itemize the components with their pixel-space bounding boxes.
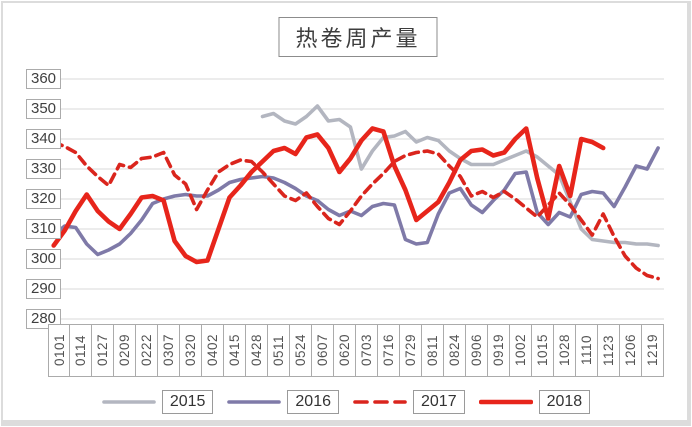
x-axis-tick-text: 0906: [469, 334, 485, 367]
x-axis-tick-text: 1219: [645, 334, 660, 367]
legend-item-2016: 2016: [227, 390, 339, 414]
x-axis-tick-label: 0101: [48, 324, 72, 377]
x-axis-tick-label: 0307: [157, 324, 181, 377]
legend-label-2015: 2015: [161, 390, 214, 414]
chart-legend: 2015 2016 2017 2018: [0, 387, 692, 417]
chart-title: 热卷周产量: [278, 17, 438, 57]
x-axis-tick-text: 0811: [425, 334, 441, 367]
x-axis-tick-text: 0703: [359, 334, 375, 367]
x-axis-tick-label: 1015: [531, 324, 555, 377]
x-axis-tick-label: 0511: [267, 324, 291, 377]
x-axis-tick-label: 0114: [69, 324, 93, 377]
x-axis-tick-text: 0511: [271, 334, 287, 367]
x-axis-tick-label: 0811: [421, 324, 445, 377]
x-axis-tick-label: 1002: [509, 324, 533, 377]
x-axis-tick-label: 0127: [91, 324, 115, 377]
x-axis-tick-text: 1028: [557, 334, 573, 367]
legend-item-2015: 2015: [102, 390, 214, 414]
x-axis-tick-text: 0320: [183, 334, 199, 367]
x-axis-tick-text: 1015: [535, 334, 551, 367]
x-axis-tick-label: 1028: [553, 324, 577, 377]
legend-item-2018: 2018: [478, 390, 591, 414]
x-axis-tick-text: 0524: [293, 334, 309, 367]
x-axis-tick-text: 0402: [205, 334, 221, 367]
x-axis-tick-label: 0320: [179, 324, 203, 377]
x-axis-tick-label: 1110: [575, 324, 599, 377]
x-axis-tick-label: 0906: [465, 324, 489, 377]
y-axis-tick-label: 320: [26, 189, 62, 209]
x-axis-tick-text: 1206: [623, 334, 638, 367]
legend-label-2016: 2016: [287, 390, 339, 414]
x-axis-tick-label: 0209: [113, 324, 137, 377]
x-axis-tick-text: 0729: [403, 334, 419, 367]
x-axis-tick-text: 0209: [117, 334, 133, 367]
y-axis-tick-label: 330: [26, 159, 62, 179]
x-axis-tick-label: 1123: [597, 324, 621, 377]
series-line-2016: [51, 146, 660, 257]
x-axis-tick-label: 0222: [135, 324, 159, 377]
y-axis-tick-label: 340: [26, 129, 62, 149]
x-axis-tick-label: 0824: [443, 324, 467, 377]
series-line-2018: [51, 126, 606, 265]
legend-label-2018: 2018: [538, 390, 591, 414]
legend-label-2017: 2017: [413, 390, 465, 414]
x-axis-tick-text: 0607: [315, 334, 331, 367]
x-axis-tick-text: 0114: [73, 334, 89, 367]
x-axis-tick-text: 0101: [52, 334, 68, 367]
series-line-2017: [51, 140, 660, 281]
x-axis-tick-text: 1110: [579, 335, 595, 366]
x-axis-tick-text: 0307: [161, 334, 177, 367]
x-axis-tick-label: 1206: [619, 324, 642, 377]
y-axis-tick-label: 360: [26, 69, 62, 89]
y-axis-tick-label: 290: [26, 279, 62, 299]
x-axis-tick-text: 0716: [381, 334, 397, 367]
x-axis-tick-text: 0222: [139, 334, 155, 367]
y-axis-tick-label: 300: [26, 249, 62, 269]
x-axis-tick-text: 1123: [601, 334, 617, 367]
x-axis-tick-text: 0415: [227, 334, 243, 367]
x-axis-tick-text: 0824: [447, 334, 463, 367]
x-axis-tick-text: 0919: [491, 334, 507, 367]
x-axis-tick-label: 0729: [399, 324, 423, 377]
x-axis-tick-label: 0428: [245, 324, 269, 377]
x-axis-tick-label: 0620: [333, 324, 357, 377]
x-axis-tick-text: 1002: [513, 334, 529, 367]
x-axis-tick-label: 0703: [355, 324, 379, 377]
legend-item-2017: 2017: [353, 390, 465, 414]
x-axis-tick-label: 0919: [487, 324, 511, 377]
x-axis-tick-label: 0607: [311, 324, 335, 377]
x-axis-tick-text: 0127: [95, 334, 111, 367]
x-axis-tick-label: 1219: [641, 324, 664, 377]
x-axis-tick-text: 0620: [337, 334, 353, 367]
x-axis-tick-label: 0415: [223, 324, 247, 377]
x-axis-tick-label: 0524: [289, 324, 313, 377]
x-axis-tick-label: 0402: [201, 324, 225, 377]
y-axis-tick-label: 350: [26, 99, 62, 119]
x-axis-tick-label: 0716: [377, 324, 401, 377]
y-axis-tick-label: 310: [26, 219, 62, 239]
x-axis-tick-text: 0428: [249, 334, 265, 367]
